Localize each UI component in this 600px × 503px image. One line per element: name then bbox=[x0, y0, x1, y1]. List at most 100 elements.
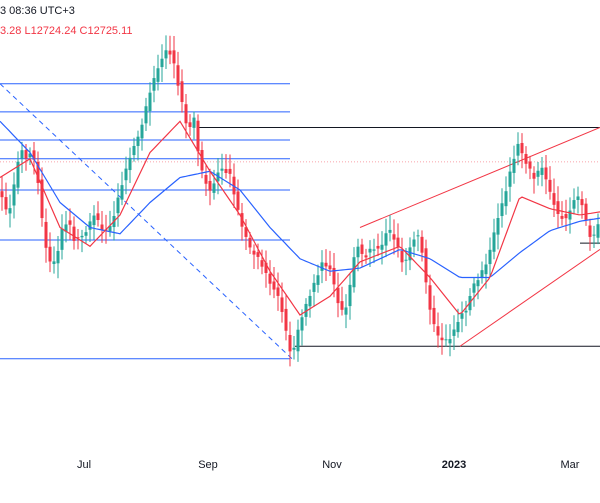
candle bbox=[128, 147, 132, 184]
candle bbox=[488, 237, 492, 277]
candle bbox=[212, 169, 216, 200]
fast-moving-average bbox=[0, 120, 600, 316]
dashed-trend-line bbox=[0, 83, 293, 360]
candle bbox=[248, 231, 252, 254]
candle bbox=[512, 145, 516, 184]
candle bbox=[460, 301, 464, 333]
x-tick-label: 2023 bbox=[442, 459, 466, 471]
x-tick-label: Sep bbox=[198, 459, 218, 471]
candle bbox=[492, 218, 496, 260]
candle bbox=[12, 172, 16, 219]
candle bbox=[424, 239, 428, 294]
candle bbox=[292, 335, 296, 360]
candle bbox=[344, 294, 348, 329]
candle bbox=[576, 186, 580, 214]
candle bbox=[148, 82, 152, 126]
candle bbox=[432, 295, 436, 332]
candle bbox=[520, 133, 524, 169]
candle bbox=[464, 300, 468, 327]
x-tick-label: Nov bbox=[322, 459, 342, 471]
candle bbox=[496, 203, 500, 250]
candle bbox=[244, 219, 248, 250]
candle bbox=[516, 132, 520, 166]
candle bbox=[500, 188, 504, 228]
candle bbox=[68, 208, 72, 240]
candle bbox=[560, 201, 564, 226]
candle bbox=[160, 44, 164, 82]
channel-lines bbox=[359, 127, 600, 347]
moving-averages bbox=[0, 120, 600, 316]
candle bbox=[428, 274, 432, 325]
candle bbox=[320, 250, 324, 284]
candle bbox=[452, 315, 456, 351]
candle bbox=[316, 264, 320, 293]
candle bbox=[164, 35, 168, 70]
candle bbox=[168, 35, 172, 65]
candle bbox=[48, 232, 52, 273]
candle bbox=[284, 294, 288, 341]
candles bbox=[0, 35, 600, 367]
candle bbox=[172, 35, 176, 79]
candle bbox=[296, 319, 300, 362]
x-tick-label: Jul bbox=[77, 459, 91, 471]
candle bbox=[592, 225, 596, 249]
candle bbox=[532, 166, 536, 194]
candle bbox=[260, 249, 264, 275]
candle bbox=[92, 205, 96, 240]
x-axis: Jul Sep Nov 2023 Mar bbox=[77, 459, 580, 471]
candle bbox=[40, 167, 44, 227]
candle bbox=[156, 54, 160, 91]
candle bbox=[448, 324, 452, 357]
candle bbox=[328, 250, 332, 276]
candle bbox=[556, 186, 560, 229]
candle bbox=[152, 65, 156, 103]
candle bbox=[364, 248, 368, 264]
candle bbox=[312, 274, 316, 307]
slow-moving-average bbox=[0, 120, 600, 279]
candle bbox=[204, 164, 208, 196]
candle bbox=[524, 146, 528, 174]
candle bbox=[100, 210, 104, 243]
candle bbox=[308, 289, 312, 318]
candle bbox=[584, 198, 588, 226]
candle bbox=[52, 246, 56, 274]
candle bbox=[300, 309, 304, 346]
candle bbox=[224, 154, 228, 179]
candle bbox=[228, 154, 232, 188]
candle bbox=[380, 231, 384, 265]
candle bbox=[388, 214, 392, 242]
candle bbox=[588, 218, 592, 251]
ohlc-readout: 3.28 L12724.24 C12725.11 bbox=[0, 25, 133, 37]
candle bbox=[544, 155, 548, 195]
candle bbox=[252, 244, 256, 270]
fibonacci-levels bbox=[0, 83, 600, 360]
x-tick-label: Mar bbox=[561, 459, 580, 471]
candle bbox=[72, 216, 76, 250]
candle bbox=[200, 141, 204, 179]
candle bbox=[188, 114, 192, 136]
candle bbox=[96, 201, 100, 227]
candle bbox=[196, 114, 200, 167]
candle bbox=[336, 272, 340, 318]
candle bbox=[376, 233, 380, 257]
candle bbox=[264, 250, 268, 288]
candle bbox=[116, 183, 120, 227]
candle bbox=[124, 156, 128, 195]
candle bbox=[372, 238, 376, 264]
candle bbox=[20, 141, 24, 173]
candle bbox=[360, 238, 364, 267]
candle bbox=[56, 236, 60, 279]
candle bbox=[356, 238, 360, 272]
candle bbox=[548, 166, 552, 200]
candle bbox=[60, 214, 64, 260]
candle bbox=[192, 111, 196, 140]
candle bbox=[132, 137, 136, 162]
candle bbox=[528, 155, 532, 180]
candle bbox=[340, 286, 344, 316]
candle bbox=[552, 178, 556, 217]
candle bbox=[540, 157, 544, 187]
candle bbox=[4, 182, 8, 215]
candle bbox=[0, 176, 4, 211]
